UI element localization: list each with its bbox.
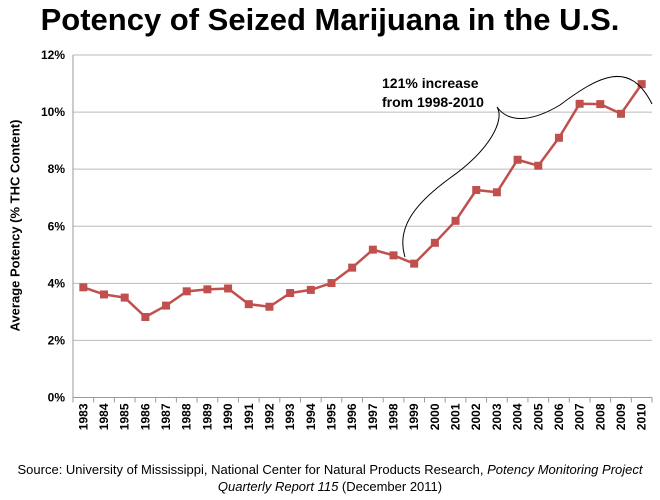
- data-point: [430, 238, 439, 247]
- source-prefix: Source: University of Mississippi, Natio…: [17, 462, 488, 477]
- annotation-line1: 121% increase: [382, 75, 479, 91]
- x-tick-label: 2010: [635, 403, 649, 430]
- y-tick-label: 6%: [48, 219, 66, 233]
- x-tick-label: 2001: [449, 403, 463, 430]
- data-point: [120, 293, 129, 302]
- data-point: [162, 301, 171, 310]
- x-tick-label: 1984: [97, 403, 111, 430]
- source-suffix: (December 2011): [338, 479, 443, 494]
- data-point: [451, 216, 460, 225]
- y-tick-label: 10%: [41, 105, 65, 119]
- data-point: [182, 287, 191, 296]
- x-tick-label: 1996: [345, 403, 359, 430]
- data-point: [616, 109, 625, 118]
- x-tick-label: 1992: [262, 403, 276, 430]
- x-tick-label: 1985: [118, 403, 132, 430]
- data-point: [224, 284, 233, 293]
- annotation-bracket: [402, 76, 653, 258]
- data-point: [472, 186, 481, 195]
- x-tick-label: 2003: [490, 403, 504, 430]
- data-point: [79, 283, 88, 292]
- x-tick-label: 1993: [283, 403, 297, 430]
- x-tick-label: 1991: [242, 403, 256, 430]
- x-tick-label: 2008: [593, 403, 607, 430]
- data-point: [203, 285, 212, 294]
- data-point: [554, 133, 563, 142]
- data-point: [100, 290, 109, 299]
- x-tick-label: 1995: [324, 403, 338, 430]
- x-tick-label: 1997: [366, 403, 380, 430]
- data-point: [534, 161, 543, 170]
- x-tick-label: 2009: [614, 403, 628, 430]
- data-point: [244, 300, 253, 309]
- x-tick-label: 2002: [469, 403, 483, 430]
- x-tick-label: 1983: [76, 403, 90, 430]
- data-point: [389, 251, 398, 260]
- source-note: Source: University of Mississippi, Natio…: [0, 461, 660, 495]
- data-point: [575, 99, 584, 108]
- series-line: [82, 83, 643, 319]
- y-tick-label: 8%: [48, 162, 66, 176]
- data-point: [596, 100, 605, 109]
- y-tick-label: 0%: [48, 391, 66, 405]
- data-point: [306, 285, 315, 294]
- data-point: [286, 289, 295, 298]
- x-tick-label: 2000: [428, 403, 442, 430]
- x-tick-label: 1987: [159, 403, 173, 430]
- data-point: [265, 302, 274, 311]
- annotation-line2: from 1998-2010: [382, 94, 484, 110]
- x-tick-label: 1988: [180, 403, 194, 430]
- x-tick-label: 2005: [531, 403, 545, 430]
- data-point: [141, 313, 150, 322]
- y-tick-label: 4%: [48, 276, 66, 290]
- data-point: [492, 188, 501, 197]
- x-tick-label: 1989: [200, 403, 214, 430]
- data-point: [637, 80, 646, 89]
- x-tick-label: 2007: [573, 403, 587, 430]
- y-tick-label: 12%: [41, 48, 65, 62]
- data-point: [513, 155, 522, 164]
- source-report: Potency Monitoring Project Quarterly Rep…: [217, 462, 643, 494]
- x-tick-label: 2006: [552, 403, 566, 430]
- data-point: [410, 259, 419, 268]
- data-point: [348, 263, 357, 272]
- x-tick-label: 2004: [511, 403, 525, 430]
- data-point: [327, 279, 336, 288]
- x-tick-label: 1998: [387, 403, 401, 430]
- x-tick-label: 1986: [138, 403, 152, 430]
- x-tick-label: 1990: [221, 403, 235, 430]
- x-tick-label: 1999: [407, 403, 421, 430]
- chart-title: Potency of Seized Marijuana in the U.S.: [40, 2, 620, 37]
- x-tick-label: 1994: [304, 403, 318, 430]
- y-tick-label: 2%: [48, 333, 66, 347]
- data-point: [368, 245, 377, 254]
